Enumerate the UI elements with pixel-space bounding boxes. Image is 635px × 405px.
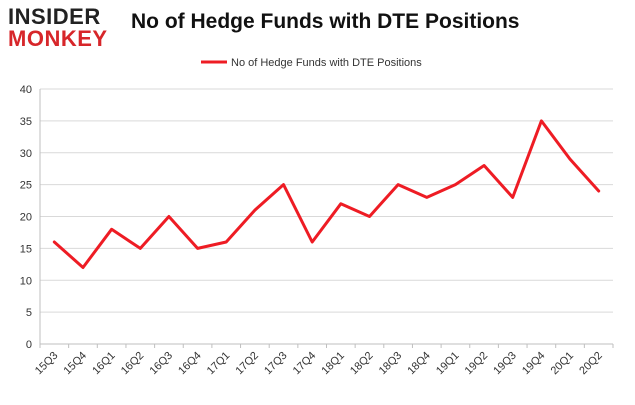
chart-title: No of Hedge Funds with DTE Positions xyxy=(131,10,520,33)
gridlines xyxy=(40,88,613,313)
x-tick-label: 19Q1 xyxy=(434,350,462,378)
series-lines xyxy=(52,119,601,269)
x-tick-label: 17Q2 xyxy=(233,350,261,378)
y-tick-labels: 0 5 10 15 20 25 30 35 40 xyxy=(20,84,32,351)
x-tick-label: 20Q1 xyxy=(549,350,577,378)
logo-line-1: INSIDER xyxy=(8,4,101,29)
x-tick-label: 19Q3 xyxy=(491,350,519,378)
insider-monkey-logo: INSIDER MONKEY xyxy=(8,6,120,54)
x-tick-label: 16Q4 xyxy=(176,350,204,378)
x-tick-label: 19Q4 xyxy=(520,350,548,378)
x-tick-label: 16Q1 xyxy=(90,350,118,378)
x-tick-labels: 15Q3 15Q4 16Q1 16Q2 16Q3 16Q4 17Q1 17Q2 17Q3 17Q4… xyxy=(33,350,605,378)
x-tick-label: 16Q3 xyxy=(148,350,176,378)
x-tick-label: 15Q3 xyxy=(33,350,61,378)
x-tick-label: 15Q4 xyxy=(62,350,90,378)
x-tick-label: 20Q2 xyxy=(577,350,605,378)
x-tick-label: 18Q4 xyxy=(405,350,433,378)
y-tick-label: 15 xyxy=(20,243,32,255)
legend-label: No of Hedge Funds with DTE Positions xyxy=(231,57,422,69)
axes xyxy=(39,89,614,348)
y-tick-label: 25 xyxy=(20,180,32,192)
logo-line-2: MONKEY xyxy=(8,26,108,51)
y-tick-label: 0 xyxy=(26,339,32,351)
x-tick-label: 18Q2 xyxy=(348,350,376,378)
x-tick-label: 18Q3 xyxy=(377,350,405,378)
x-tick-label: 19Q2 xyxy=(463,350,491,378)
x-tick-label: 18Q1 xyxy=(319,350,347,378)
x-tick-label: 17Q3 xyxy=(262,350,290,378)
x-tick-label: 17Q4 xyxy=(291,350,319,378)
y-tick-label: 5 xyxy=(26,307,32,319)
y-tick-label: 10 xyxy=(20,275,32,287)
x-tick-label: 16Q2 xyxy=(119,350,147,378)
x-tick-label: 17Q1 xyxy=(205,350,233,378)
y-tick-label: 40 xyxy=(20,84,32,96)
y-tick-label: 20 xyxy=(20,212,32,224)
legend: No of Hedge Funds with DTE Positions xyxy=(201,57,422,69)
series-line xyxy=(52,119,601,269)
y-tick-label: 30 xyxy=(20,148,32,160)
y-tick-label: 35 xyxy=(20,116,32,128)
